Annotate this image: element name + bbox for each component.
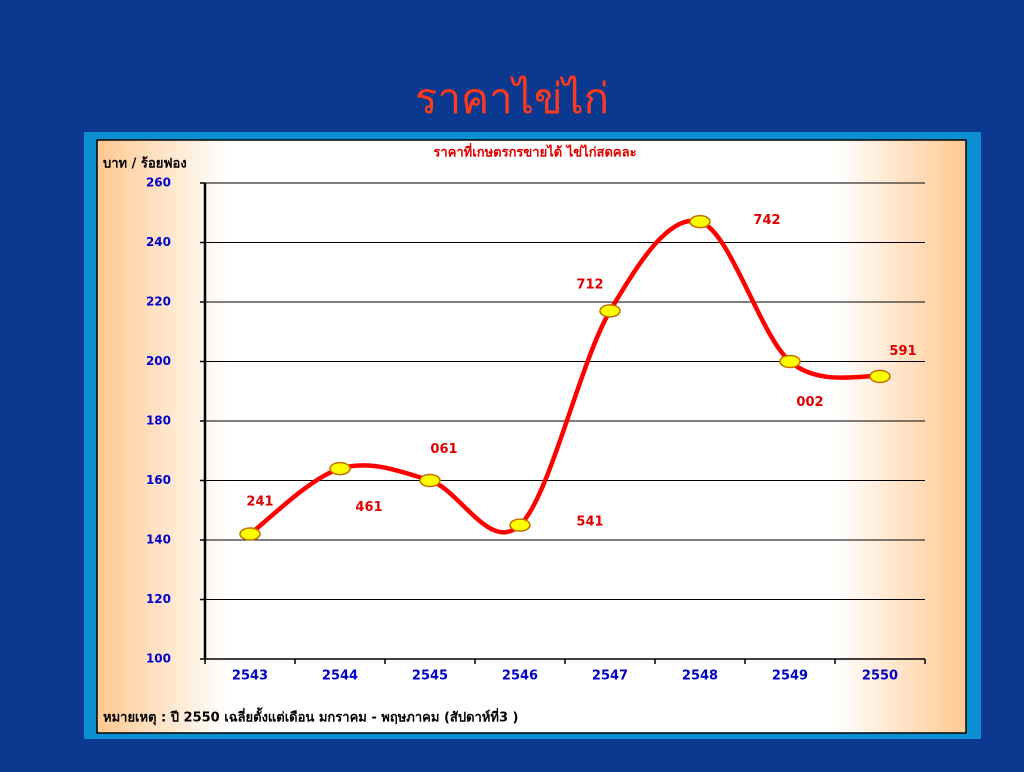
line <box>248 218 881 536</box>
data-label: 241 <box>246 495 273 510</box>
x-tick-label: 2549 <box>772 669 808 684</box>
point <box>329 461 351 476</box>
point <box>869 369 891 384</box>
y-tick-label: 200 <box>146 354 171 368</box>
chart-title: ราคาที่เกษตรกรขายได้ ไข่ไก่สดคละ <box>433 143 636 161</box>
point <box>689 214 711 229</box>
data-label: 061 <box>430 442 457 457</box>
y-tick-label: 180 <box>146 414 171 428</box>
x-tick-label: 2544 <box>322 669 358 684</box>
y-tick-label: 260 <box>146 176 171 190</box>
y-tick-label: 100 <box>146 652 171 666</box>
x-tick-label: 2548 <box>682 669 718 684</box>
x-tick-label: 2550 <box>862 669 898 684</box>
point <box>419 473 441 488</box>
y-tick-label: 140 <box>146 533 171 547</box>
data-label: 742 <box>753 213 780 228</box>
slide-title: ราคาไข่ไก่ <box>415 74 609 123</box>
data-label: 591 <box>889 344 916 359</box>
x-tick-label: 2547 <box>592 669 628 684</box>
x-tick-label: 2546 <box>502 669 538 684</box>
y-tick-label: 160 <box>146 473 171 487</box>
point <box>599 304 621 318</box>
point <box>239 527 261 541</box>
data-label: 002 <box>796 395 823 410</box>
y-tick-label: 220 <box>146 295 171 309</box>
x-tick-label: 2543 <box>232 669 268 684</box>
y-tick-label: 240 <box>146 235 171 249</box>
footnote: หมายเหตุ : ปี 2550 เฉลี่ยตั้งแต่เดือน มก… <box>103 707 518 726</box>
y-tick-label: 120 <box>146 592 171 606</box>
data-label: 461 <box>355 500 382 515</box>
point <box>779 354 801 369</box>
point <box>509 518 531 532</box>
panel <box>96 139 967 734</box>
data-label: 712 <box>576 277 603 292</box>
x-tick-label: 2545 <box>412 669 448 684</box>
y-axis-label: บาท / ร้อยฟอง <box>103 156 187 172</box>
data-label: 541 <box>576 515 603 530</box>
